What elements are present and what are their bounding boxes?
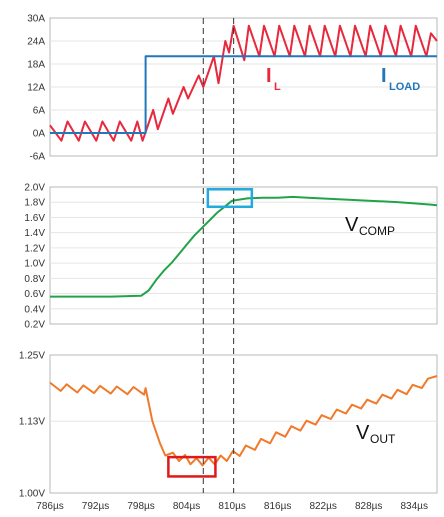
panel-vcomp-yticks: 2.0V 1.8V 1.6V 1.4V 1.2V 1.0V 0.8V 0.6V 0.4V 0.2V [24, 183, 437, 331]
time-markers [202, 18, 235, 493]
label-iload-sub: LOAD [389, 81, 420, 93]
xtick-label: 798µs [127, 501, 154, 512]
highlight-box [206, 188, 254, 209]
highlight-box [167, 455, 217, 478]
xtick-label: 822µs [309, 501, 336, 512]
ytick-label: 1.13V [19, 417, 45, 428]
panel-vout-yticks: 1.25V 1.13V 1.00V [19, 351, 437, 500]
series-line-v-out [49, 375, 438, 467]
panel-vcomp-series [50, 195, 438, 298]
highlight-boxes [167, 188, 254, 478]
ytick-label: 0.4V [24, 304, 45, 315]
ytick-label: 6A [33, 106, 46, 117]
ytick-label: 1.6V [24, 213, 45, 224]
panel-vcomp: 2.0V 1.8V 1.6V 1.4V 1.2V 1.0V 0.8V 0.6V 0.4V 0.2V… [24, 183, 438, 331]
panel-vcomp-frame [49, 186, 438, 325]
xtick-label: 834µs [401, 501, 428, 512]
panel-currents-series [49, 24, 438, 142]
ytick-label: 0A [33, 129, 46, 140]
xtick-label: 804µs [173, 501, 200, 512]
ytick-label: 0.6V [24, 289, 45, 300]
ytick-label: 30A [27, 14, 45, 25]
ytick-label: 1.25V [19, 351, 45, 362]
ytick-label: 0.2V [24, 320, 45, 331]
panel-vout-series [49, 375, 438, 467]
panel-vout-xticks: 786µs 792µs 798µs 804µs 810µs 816µs 822µs 828µs… [36, 501, 428, 512]
xtick-label: 792µs [82, 501, 109, 512]
xtick-label: 786µs [36, 501, 63, 512]
panel-vout-frame [49, 354, 438, 494]
label-il-sub: L [274, 81, 281, 93]
label-vout-main: V [356, 422, 370, 444]
ytick-label: 24A [27, 37, 45, 48]
xtick-label: 828µs [355, 501, 382, 512]
ytick-label: 18A [27, 60, 45, 71]
ytick-label: 1.4V [24, 228, 45, 239]
ytick-label: -6A [29, 152, 45, 163]
series-line-v-comp [50, 195, 438, 298]
label-il-main: I [266, 65, 272, 87]
ytick-label: 1.0V [24, 259, 45, 270]
ytick-label: 1.2V [24, 243, 45, 254]
label-vcomp-main: V [345, 214, 359, 236]
xtick-label: 810µs [218, 501, 245, 512]
panel-currents: 30A 24A 18A 12A 6A 0A -6A I L I LOAD [27, 14, 438, 163]
xtick-label: 816µs [264, 501, 291, 512]
ytick-label: 0.8V [24, 274, 45, 285]
label-vcomp-sub: COMP [359, 224, 395, 238]
ytick-label: 1.8V [24, 198, 45, 209]
panel-vout: 1.25V 1.13V 1.00V 786µs 792µs 798µs 804µs 810µ… [19, 351, 438, 512]
ytick-label: 12A [27, 83, 45, 94]
label-vout-sub: OUT [370, 432, 396, 446]
ytick-label: 1.00V [19, 489, 45, 500]
series-line-i-l [49, 24, 438, 142]
series-line-i-load [50, 55, 437, 134]
label-iload-main: I [381, 65, 387, 87]
ytick-label: 2.0V [24, 183, 45, 194]
